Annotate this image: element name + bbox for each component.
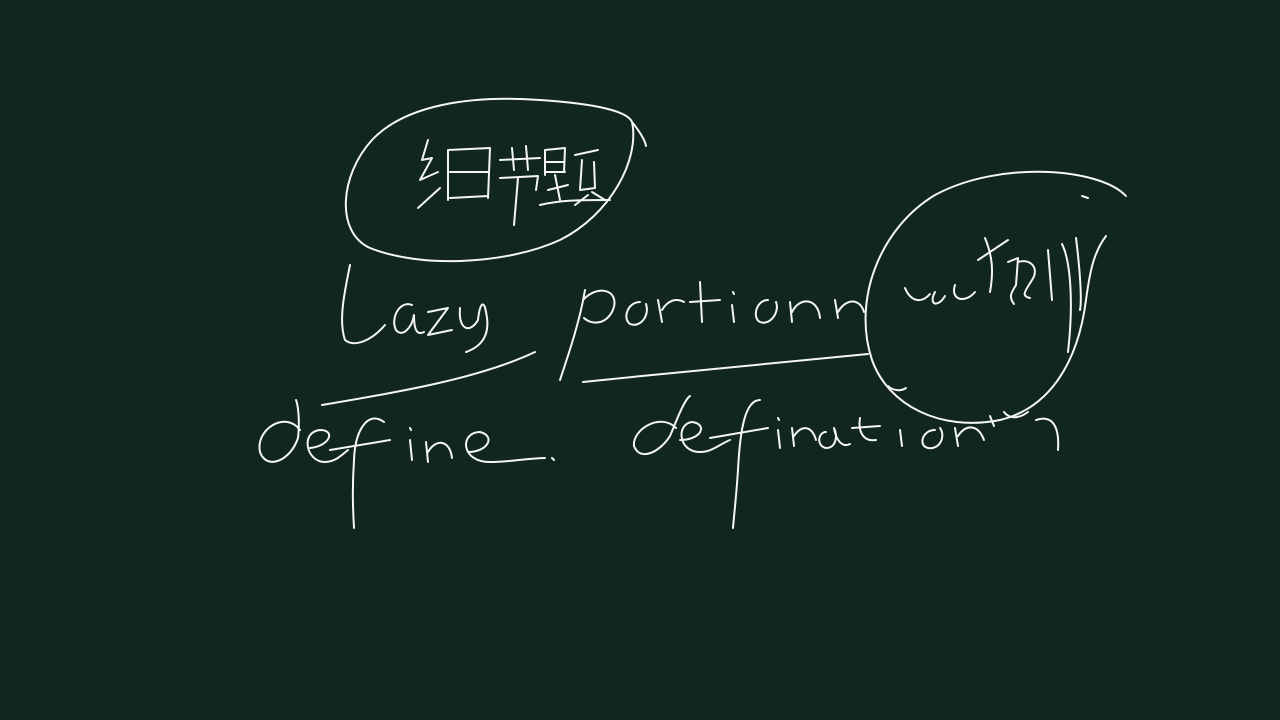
- define-handwriting: [258, 399, 555, 529]
- detail-question-handwriting: [417, 139, 611, 226]
- circle-around-detail-question: [344, 97, 647, 263]
- lazy-underline: [321, 351, 536, 406]
- circle-around-portion-meaning: [864, 170, 1127, 424]
- definition-handwriting: [632, 385, 1060, 529]
- portion-handwriting: [559, 281, 865, 381]
- portion-meaning-handwriting: [904, 237, 1082, 353]
- lazy-handwriting: [341, 264, 489, 353]
- portion-underline: [582, 353, 869, 383]
